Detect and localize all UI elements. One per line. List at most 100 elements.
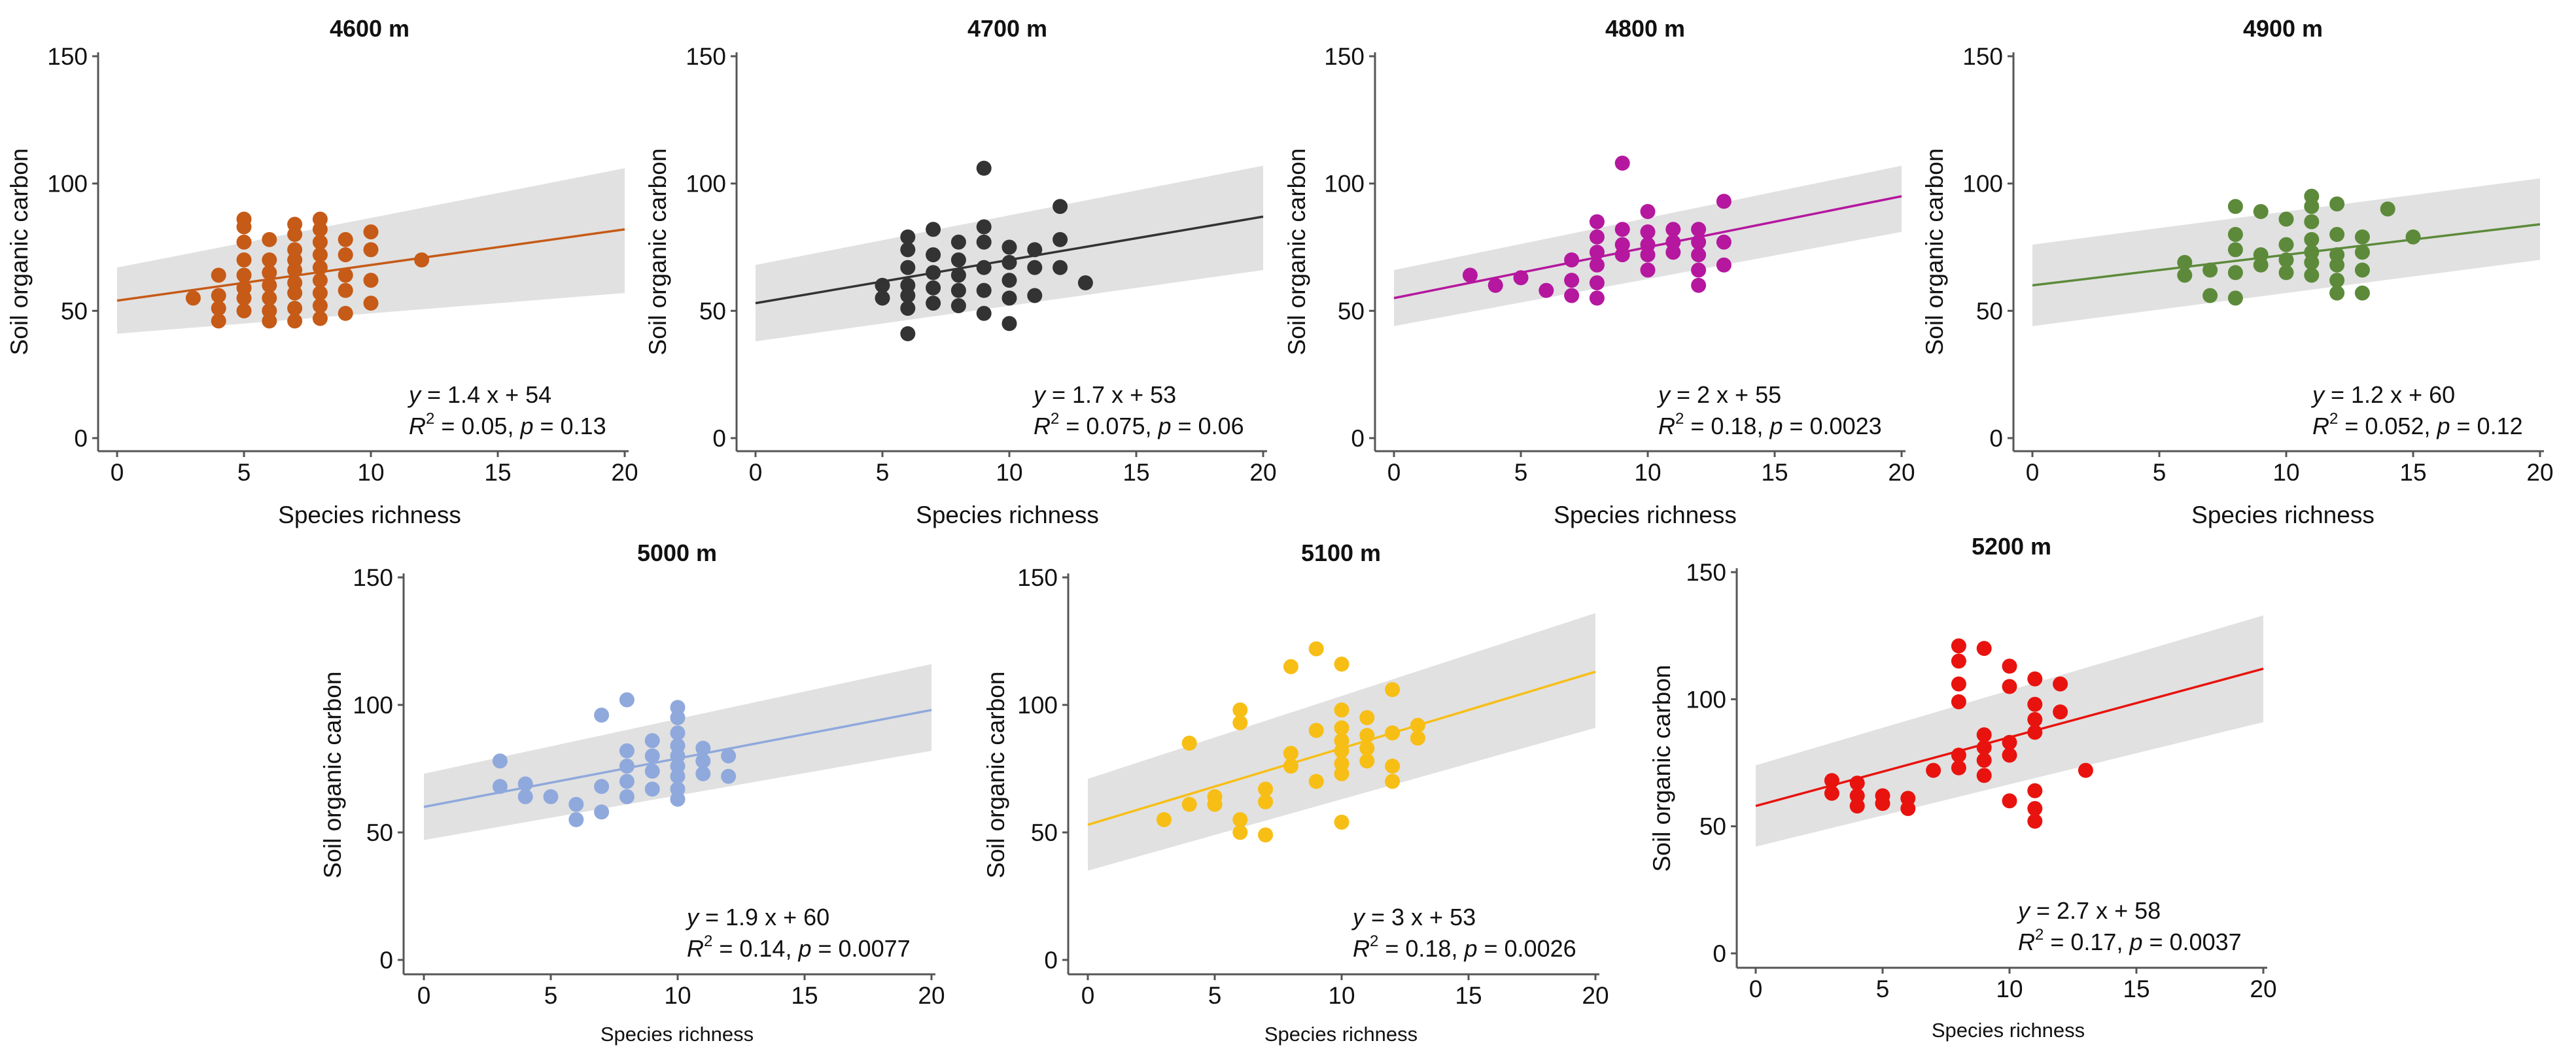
- panel-4: 5000 m 0 50 100 150 0 5 10 15 20 Soil organic carb…: [319, 539, 945, 1046]
- data-point: [1691, 247, 1707, 263]
- p-value: = 0.06: [1172, 413, 1244, 439]
- data-point: [2002, 658, 2017, 674]
- data-point: [338, 247, 353, 263]
- data-point: [1077, 275, 1093, 291]
- regression-line: [2032, 223, 2541, 287]
- y-axis-label: Soil organic carbon: [6, 148, 33, 356]
- data-point: [236, 290, 252, 306]
- p-value: = 0.13: [534, 413, 606, 439]
- data-point: [287, 313, 303, 329]
- regression-equation: y = 1.9 x + 60: [685, 904, 829, 930]
- regression-equation: y = 1.2 x + 60: [2310, 381, 2455, 408]
- x-tick-label: 15: [791, 982, 818, 1009]
- data-point: [312, 247, 328, 263]
- data-point: [287, 227, 303, 243]
- x-tick-label: 10: [1634, 459, 1661, 486]
- data-point: [1589, 229, 1605, 245]
- r2-superscript: 2: [1675, 410, 1684, 428]
- data-point: [2304, 199, 2320, 214]
- data-point: [900, 300, 916, 316]
- y-tick-label: 0: [1044, 947, 1058, 974]
- data-point: [1232, 702, 1248, 718]
- regression-equation: y = 1.4 x + 54: [407, 381, 551, 408]
- y-tick-label: 150: [47, 43, 88, 70]
- y-axis-label: Soil organic carbon: [1648, 665, 1675, 872]
- data-point: [2278, 237, 2294, 252]
- data-point: [1589, 275, 1605, 291]
- data-point: [287, 262, 303, 278]
- y-tick-label: 150: [1324, 43, 1365, 70]
- r2-symbol: R: [2312, 413, 2329, 439]
- data-point: [1951, 676, 1966, 692]
- data-point: [1691, 262, 1707, 278]
- data-point: [2278, 211, 2294, 227]
- x-tick-label: 15: [1455, 982, 1482, 1009]
- data-point: [338, 231, 353, 247]
- y-tick-label: 150: [1686, 559, 1726, 586]
- data-point: [950, 267, 966, 283]
- r2-value: = 0.14,: [712, 935, 798, 962]
- data-point: [1053, 231, 1068, 247]
- x-axis-label: Species richness: [916, 502, 1099, 528]
- data-point: [1926, 762, 1941, 778]
- data-point: [1976, 641, 1992, 657]
- data-point: [236, 234, 252, 250]
- x-tick-label: 5: [544, 982, 558, 1009]
- r2-value: = 0.052,: [2338, 413, 2437, 439]
- x-tick-label: 0: [111, 459, 124, 486]
- data-point: [312, 234, 328, 250]
- x-tick-label: 20: [2526, 459, 2553, 486]
- r2-superscript: 2: [2329, 410, 2338, 428]
- x-tick-label: 15: [1761, 459, 1788, 486]
- data-point: [1951, 638, 1966, 654]
- regression-line: [1393, 195, 1902, 299]
- regression-stats: R2 = 0.14, p = 0.0077: [687, 932, 911, 962]
- data-point: [1900, 800, 1916, 816]
- data-point: [1181, 796, 1197, 812]
- panel-title: 4800 m: [1605, 15, 1685, 42]
- panel-title: 4900 m: [2243, 15, 2323, 42]
- data-point: [594, 804, 610, 820]
- data-point: [721, 768, 737, 784]
- data-point: [619, 743, 635, 759]
- data-point: [670, 725, 686, 741]
- data-point: [2304, 231, 2320, 247]
- y-tick-label: 100: [1324, 171, 1365, 197]
- x-tick-label: 15: [2123, 976, 2150, 1002]
- data-point: [1691, 277, 1707, 293]
- y-tick-label: 50: [699, 298, 726, 324]
- panel-title: 5200 m: [1972, 533, 2051, 560]
- data-point: [1258, 827, 1274, 843]
- data-point: [644, 733, 660, 749]
- data-point: [2354, 229, 2370, 245]
- data-point: [900, 229, 916, 245]
- data-point: [670, 710, 686, 725]
- data-point: [312, 222, 328, 237]
- x-tick-label: 0: [1387, 459, 1401, 486]
- data-point: [211, 313, 226, 329]
- x-tick-label: 15: [1123, 459, 1149, 486]
- x-tick-label: 10: [357, 459, 384, 486]
- data-point: [1640, 224, 1656, 240]
- eq-y: y: [407, 381, 422, 408]
- data-point: [1716, 194, 1732, 209]
- data-point: [1232, 715, 1248, 730]
- r2-superscript: 2: [1051, 410, 1059, 428]
- data-point: [2304, 267, 2320, 283]
- x-tick-label: 0: [417, 982, 431, 1009]
- r2-symbol: R: [1658, 413, 1675, 439]
- data-point: [2329, 196, 2345, 212]
- x-tick-label: 0: [749, 459, 763, 486]
- data-point: [287, 285, 303, 301]
- data-point: [414, 252, 430, 267]
- data-point: [543, 789, 559, 804]
- data-point: [2329, 273, 2345, 288]
- x-tick-label: 10: [2272, 459, 2299, 486]
- data-point: [2202, 262, 2218, 278]
- data-point: [1308, 774, 1324, 789]
- data-point: [976, 219, 992, 235]
- x-tick-label: 20: [1582, 982, 1609, 1009]
- data-point: [1614, 222, 1630, 237]
- r2-superscript: 2: [704, 932, 712, 950]
